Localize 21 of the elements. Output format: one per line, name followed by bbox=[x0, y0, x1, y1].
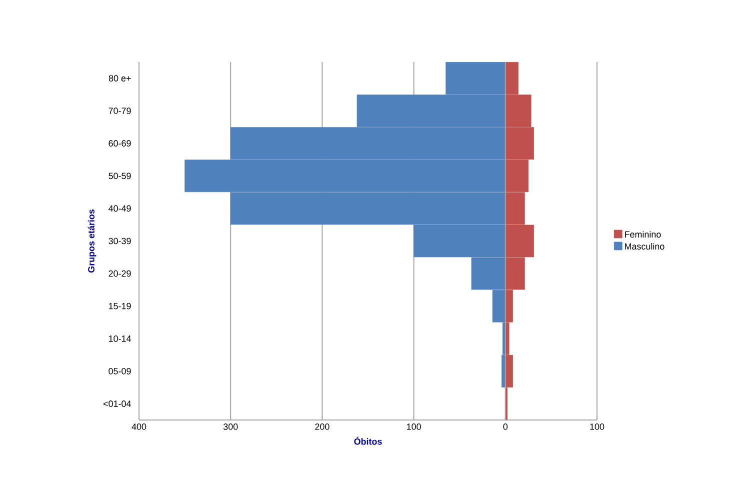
x-axis-title: Óbitos bbox=[354, 436, 382, 445]
y-tick-label: 70-79 bbox=[108, 108, 131, 114]
y-tick-label: 05-09 bbox=[108, 368, 131, 374]
y-tick-label: 80 e+ bbox=[108, 75, 131, 82]
y-tick-label: 60-69 bbox=[108, 140, 131, 147]
legend-label: Masculino bbox=[625, 242, 664, 250]
x-tick-label: 400 bbox=[132, 424, 146, 430]
y-tick-label: 30-39 bbox=[108, 238, 131, 244]
y-tick-label: 20-29 bbox=[108, 270, 131, 277]
x-tick-label: 300 bbox=[223, 424, 238, 430]
x-tick-label: 0 bbox=[503, 424, 508, 430]
y-tick-label: 50-59 bbox=[108, 172, 131, 180]
y-tick-label: 15-19 bbox=[108, 302, 131, 310]
x-tick-label: 100 bbox=[590, 424, 604, 430]
y-tick-label: <01-04 bbox=[103, 400, 131, 407]
legend-label: Feminino bbox=[625, 231, 661, 238]
y-axis-title: Grupos etários bbox=[88, 209, 96, 273]
x-tick-label: 200 bbox=[315, 424, 330, 430]
y-tick-label: 40-49 bbox=[108, 205, 131, 212]
y-tick-label: 10-14 bbox=[108, 335, 131, 342]
x-tick-label: 100 bbox=[407, 424, 421, 430]
